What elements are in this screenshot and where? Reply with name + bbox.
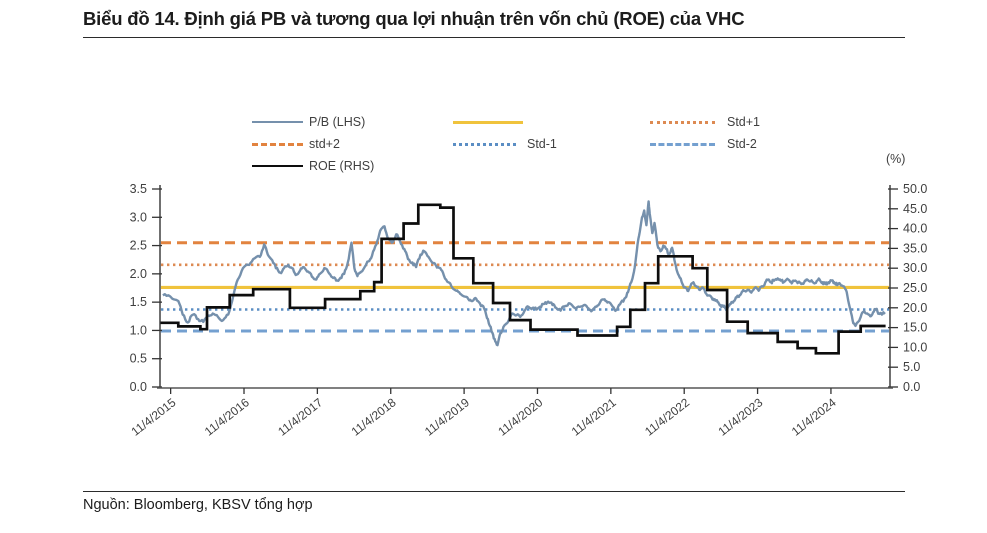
svg-text:3.0: 3.0 xyxy=(130,210,147,224)
roe-line-marker xyxy=(252,165,303,167)
svg-text:11/4/2024: 11/4/2024 xyxy=(789,395,839,439)
svg-text:30.0: 30.0 xyxy=(903,261,927,275)
svg-text:11/4/2023: 11/4/2023 xyxy=(715,395,765,439)
svg-text:11/4/2015: 11/4/2015 xyxy=(128,395,178,439)
svg-text:0.0: 0.0 xyxy=(903,380,920,394)
svg-text:45.0: 45.0 xyxy=(903,202,927,216)
svg-text:25.0: 25.0 xyxy=(903,281,927,295)
svg-text:0.5: 0.5 xyxy=(130,352,147,366)
average-line-marker xyxy=(453,121,523,124)
svg-text:20.0: 20.0 xyxy=(903,301,927,315)
svg-text:2.0: 2.0 xyxy=(130,267,147,281)
svg-text:11/4/2022: 11/4/2022 xyxy=(642,395,692,439)
chart-canvas: 0.0 0.5 1.0 1.5 2.0 2.5 3.0 3.5 0.0 5.0 10.0 15.0 20… xyxy=(128,182,927,439)
svg-text:3.5: 3.5 xyxy=(130,182,147,196)
svg-text:0.0: 0.0 xyxy=(130,380,147,394)
svg-text:15.0: 15.0 xyxy=(903,321,927,335)
source-note: Nguồn: Bloomberg, KBSV tổng hợp xyxy=(83,497,313,513)
svg-text:11/4/2021: 11/4/2021 xyxy=(569,395,619,439)
svg-text:11/4/2019: 11/4/2019 xyxy=(422,395,472,439)
svg-text:1.0: 1.0 xyxy=(130,323,147,337)
right-axis-unit-label: (%) xyxy=(886,152,906,166)
pb-line-marker xyxy=(252,121,303,123)
std-minus2-line-marker xyxy=(650,143,715,146)
std-plus1-line-marker xyxy=(650,121,715,124)
svg-text:11/4/2016: 11/4/2016 xyxy=(202,395,252,439)
legend-label-roe: ROE (RHS) xyxy=(309,159,375,173)
svg-text:35.0: 35.0 xyxy=(903,241,927,255)
svg-text:10.0: 10.0 xyxy=(903,340,927,354)
legend-label-std-minus2: Std-2 xyxy=(727,137,757,151)
footer-rule xyxy=(83,491,905,492)
legend-label-std-plus2: std+2 xyxy=(309,137,340,151)
legend-label-std-plus1: Std+1 xyxy=(727,115,761,129)
svg-text:1.5: 1.5 xyxy=(130,295,147,309)
svg-text:11/4/2020: 11/4/2020 xyxy=(495,395,545,439)
legend-label-pb: P/B (LHS) xyxy=(309,115,366,129)
title-underline xyxy=(83,37,905,38)
svg-text:11/4/2017: 11/4/2017 xyxy=(275,395,325,439)
svg-text:11/4/2018: 11/4/2018 xyxy=(349,395,399,439)
std-plus2-line-marker xyxy=(252,143,303,146)
svg-text:5.0: 5.0 xyxy=(903,360,920,374)
svg-text:40.0: 40.0 xyxy=(903,222,927,236)
legend-label-std-minus1: Std-1 xyxy=(527,137,557,151)
chart-title: Biểu đồ 14. Định giá PB và tương qua lợi… xyxy=(83,8,745,29)
svg-text:50.0: 50.0 xyxy=(903,182,927,196)
std-minus1-line-marker xyxy=(453,143,516,146)
svg-text:2.5: 2.5 xyxy=(130,239,147,253)
